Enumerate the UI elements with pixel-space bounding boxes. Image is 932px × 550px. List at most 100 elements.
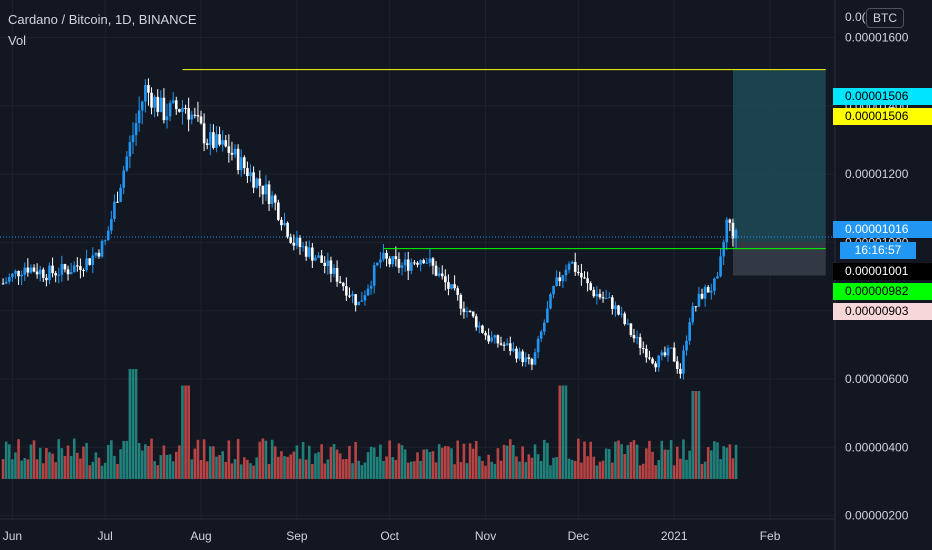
- volume-bar: [375, 456, 379, 479]
- volume-bar: [348, 445, 351, 479]
- candle-body: [419, 260, 422, 265]
- candle-body: [564, 269, 568, 276]
- volume-bar: [660, 440, 664, 479]
- candle-body: [728, 219, 732, 223]
- candle-body: [666, 348, 670, 356]
- horizontal-lines[interactable]: [182, 69, 826, 250]
- stop-price-label: 0.00000903: [833, 303, 932, 320]
- volume-bar: [88, 465, 91, 479]
- volume-bar: [542, 439, 546, 479]
- volume-bar: [307, 445, 311, 479]
- candle-body: [685, 340, 688, 351]
- candle-body: [54, 273, 57, 276]
- candle-body: [94, 252, 98, 256]
- target-price-label: 0.00001506: [833, 88, 932, 105]
- candle-body: [91, 255, 95, 265]
- volume-bar: [484, 465, 487, 479]
- candle-body: [459, 294, 463, 309]
- time-tick-label: Jun: [3, 529, 22, 543]
- volume-bar: [388, 440, 391, 479]
- volume-bar: [320, 444, 323, 479]
- volume-bar: [450, 448, 453, 479]
- candle-body: [69, 271, 73, 275]
- volume-bar: [645, 448, 648, 479]
- candle-body: [617, 305, 620, 315]
- volume-bar: [156, 465, 160, 479]
- candle-body: [601, 297, 605, 299]
- candle-body: [249, 172, 252, 177]
- volume-bar: [181, 385, 184, 479]
- volume-bar: [595, 465, 599, 479]
- long-position-tool[interactable]: [732, 69, 826, 276]
- candle-body: [17, 270, 20, 277]
- volume-bar: [493, 463, 497, 479]
- time-axis[interactable]: Jun Jul Aug Sep Oct Nov Dec 2021 Feb: [3, 529, 781, 543]
- candle-body: [641, 348, 645, 350]
- candle-body: [292, 242, 296, 246]
- volume-bar: [709, 450, 713, 479]
- volume-bar: [314, 453, 317, 479]
- candle-body: [162, 97, 166, 121]
- volume-bar: [153, 461, 156, 479]
- volume-bar: [317, 452, 320, 479]
- volume-bar: [150, 438, 153, 479]
- candle-body: [484, 332, 487, 336]
- candle-body: [205, 143, 209, 145]
- candle-body: [218, 134, 221, 145]
- volume-bar: [444, 445, 447, 479]
- candle-body: [546, 308, 549, 323]
- candle-body: [709, 290, 713, 293]
- candle-body: [391, 256, 395, 265]
- candle-body: [456, 288, 460, 295]
- volume-bar: [583, 441, 586, 479]
- price-tick-label: 0.00001200: [845, 167, 909, 181]
- volume-bar: [178, 445, 181, 479]
- volume-bar: [119, 449, 122, 479]
- entry-price-label: 0.00001001: [833, 263, 932, 280]
- candle-body: [468, 311, 472, 313]
- candle-body: [431, 258, 435, 266]
- volume-bar: [1, 459, 5, 479]
- volume-bar: [304, 459, 308, 479]
- candle-body: [348, 295, 351, 297]
- candle-body: [174, 100, 178, 110]
- candle-body: [125, 156, 129, 171]
- candle-body: [85, 258, 88, 271]
- candle-body: [450, 284, 453, 289]
- candle-body: [320, 255, 323, 263]
- volume-bar: [187, 385, 190, 479]
- candle-body: [555, 277, 558, 286]
- volume-bar: [258, 441, 262, 479]
- candle-body: [230, 152, 234, 155]
- volume-bars: [1, 369, 738, 479]
- volume-bar: [369, 446, 373, 479]
- volume-bar: [620, 444, 623, 479]
- candle-body: [264, 184, 268, 195]
- volume-bar: [205, 461, 209, 479]
- volume-bar: [41, 463, 45, 479]
- candle-body: [110, 218, 113, 231]
- candle-body: [351, 294, 354, 296]
- candle-body: [26, 267, 30, 273]
- candle-body: [657, 355, 661, 368]
- currency-button[interactable]: BTC: [866, 8, 904, 28]
- volume-bar: [48, 452, 51, 479]
- candle-body: [496, 335, 500, 344]
- candle-body: [734, 229, 738, 239]
- candle-body: [586, 278, 589, 284]
- candle-body: [100, 240, 104, 257]
- candle-body: [295, 237, 299, 246]
- candle-body: [369, 285, 373, 289]
- volume-bar: [734, 444, 738, 479]
- volume-bar: [666, 449, 670, 479]
- candle-body: [131, 135, 135, 143]
- volume-bar: [76, 452, 79, 479]
- volume-bar: [722, 446, 725, 479]
- volume-bar: [199, 460, 203, 479]
- candle-body: [273, 195, 277, 203]
- volume-bar: [97, 457, 101, 479]
- candle-body: [518, 351, 521, 359]
- volume-bar: [422, 449, 425, 479]
- candle-body: [7, 277, 11, 282]
